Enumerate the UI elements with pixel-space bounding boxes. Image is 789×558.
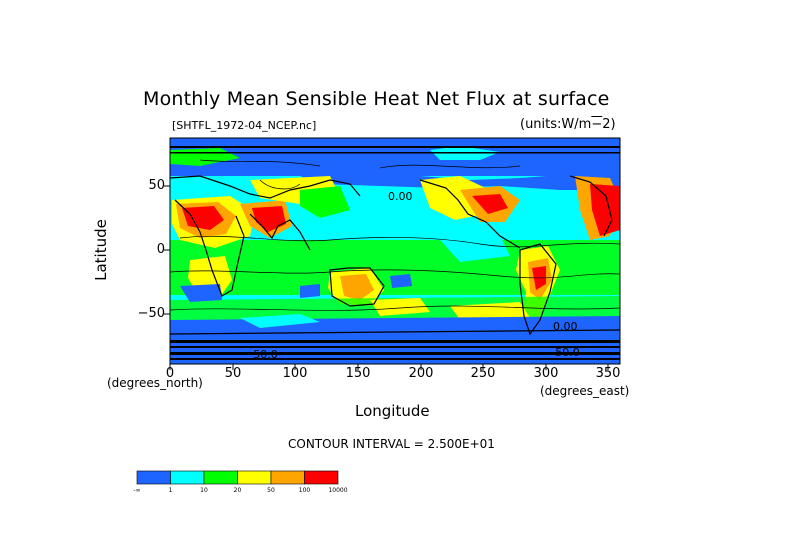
- x-units-left: (degrees_north): [107, 376, 203, 390]
- legend-swatch: [237, 470, 272, 485]
- y-tick-label: 0: [156, 242, 165, 257]
- contour-interval-text: CONTOUR INTERVAL = 2.500E+01: [288, 437, 495, 451]
- contour-label: 0.00: [553, 320, 578, 333]
- legend-swatch: [136, 470, 171, 485]
- contour-label: −50.0: [244, 348, 278, 361]
- legend-label: 50: [267, 487, 275, 494]
- x-tick-label: 150: [345, 366, 371, 381]
- dataset-subtitle: [SHTFL_1972-04_NCEP.nc]: [172, 119, 317, 132]
- legend-label: 1: [169, 487, 173, 494]
- units-label: (units:W/m−2): [520, 117, 616, 132]
- x-units-right: (degrees_east): [540, 384, 630, 398]
- flux-field: [170, 138, 620, 364]
- y-tick-label: 50: [148, 178, 165, 193]
- legend-swatch: [170, 470, 205, 485]
- x-tick-label: 250: [470, 366, 496, 381]
- legend-label: 20: [234, 487, 242, 494]
- legend-label: 10000: [328, 487, 347, 494]
- color-legend: -∞ 1 10 20 50 100 10000: [133, 470, 348, 494]
- chart-title: Monthly Mean Sensible Heat Net Flux at s…: [143, 88, 610, 110]
- x-tick-label: 300: [533, 366, 559, 381]
- x-axis-label: Longitude: [355, 402, 430, 420]
- y-tick-label: −50: [137, 306, 165, 321]
- legend-swatch: [270, 470, 305, 485]
- x-tick-label: 50: [224, 366, 242, 381]
- legend-swatch: [304, 470, 339, 485]
- plot-frame: [169, 137, 621, 365]
- legend-label: 100: [299, 487, 311, 494]
- contour-label: −50.0: [546, 346, 580, 359]
- x-tick-label: 100: [282, 366, 308, 381]
- x-tick-label: 0: [165, 366, 175, 381]
- legend-swatch: [203, 470, 238, 485]
- x-tick-label: 200: [408, 366, 434, 381]
- contour-label: 0.00: [388, 190, 413, 203]
- legend-label: -∞: [133, 487, 140, 494]
- legend-label: 10: [200, 487, 208, 494]
- x-tick-label: 350: [595, 366, 621, 381]
